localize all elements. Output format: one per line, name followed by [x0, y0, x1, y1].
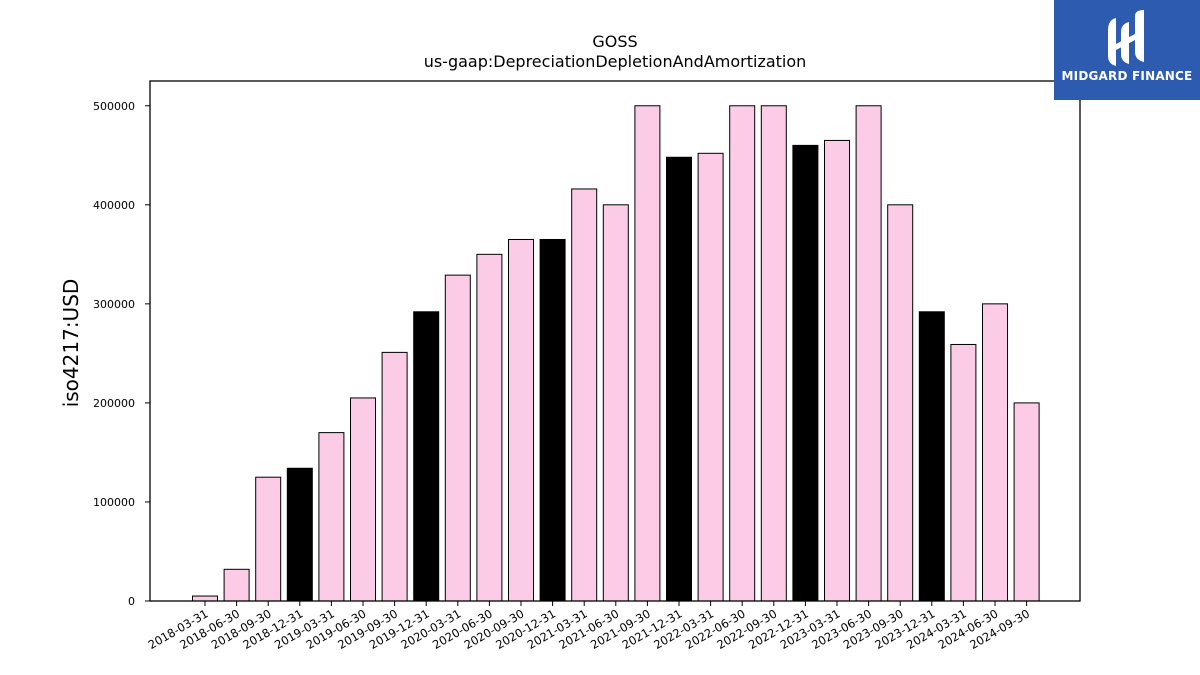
- bar: [350, 397, 376, 602]
- bar: [571, 188, 598, 602]
- bar: [444, 274, 471, 602]
- y-tick-label: 400000: [93, 199, 135, 212]
- bar: [950, 343, 977, 602]
- bar: [255, 476, 282, 602]
- bar: [602, 204, 629, 602]
- y-tick-label: 300000: [93, 298, 135, 311]
- bar: [824, 139, 850, 602]
- bar: [318, 432, 345, 602]
- y-tick-label: 500000: [93, 100, 135, 113]
- bar: [982, 303, 1008, 602]
- bar: [223, 568, 250, 602]
- y-tick-label: 100000: [93, 496, 135, 509]
- bar: [192, 595, 218, 602]
- bar: [666, 156, 692, 602]
- bar: [634, 105, 661, 602]
- bar: [887, 204, 914, 602]
- bar: [413, 311, 440, 602]
- bar: [1013, 402, 1040, 602]
- y-tick-label: 0: [128, 595, 135, 608]
- y-axis-label: iso4217:USD: [59, 279, 83, 408]
- bar: [381, 351, 408, 602]
- bar: [539, 238, 566, 602]
- bar: [918, 311, 945, 602]
- bar: [697, 152, 724, 602]
- bar: [508, 238, 534, 602]
- bar: [286, 467, 313, 602]
- midgard-finance-logo: MIDGARD FINANCE: [1054, 0, 1200, 100]
- bar: [855, 105, 882, 602]
- logo-text: MIDGARD FINANCE: [1061, 69, 1193, 83]
- bar: [729, 105, 756, 602]
- bar: [760, 105, 787, 602]
- chart-subtitle: us-gaap:DepreciationDepletionAndAmortiza…: [423, 52, 807, 71]
- chart-title: GOSS: [592, 32, 638, 51]
- y-tick-label: 200000: [93, 397, 135, 410]
- bar: [792, 144, 819, 602]
- bar: [476, 253, 503, 602]
- logo-mark-icon: [1108, 10, 1144, 66]
- plot-frame: [149, 80, 1081, 602]
